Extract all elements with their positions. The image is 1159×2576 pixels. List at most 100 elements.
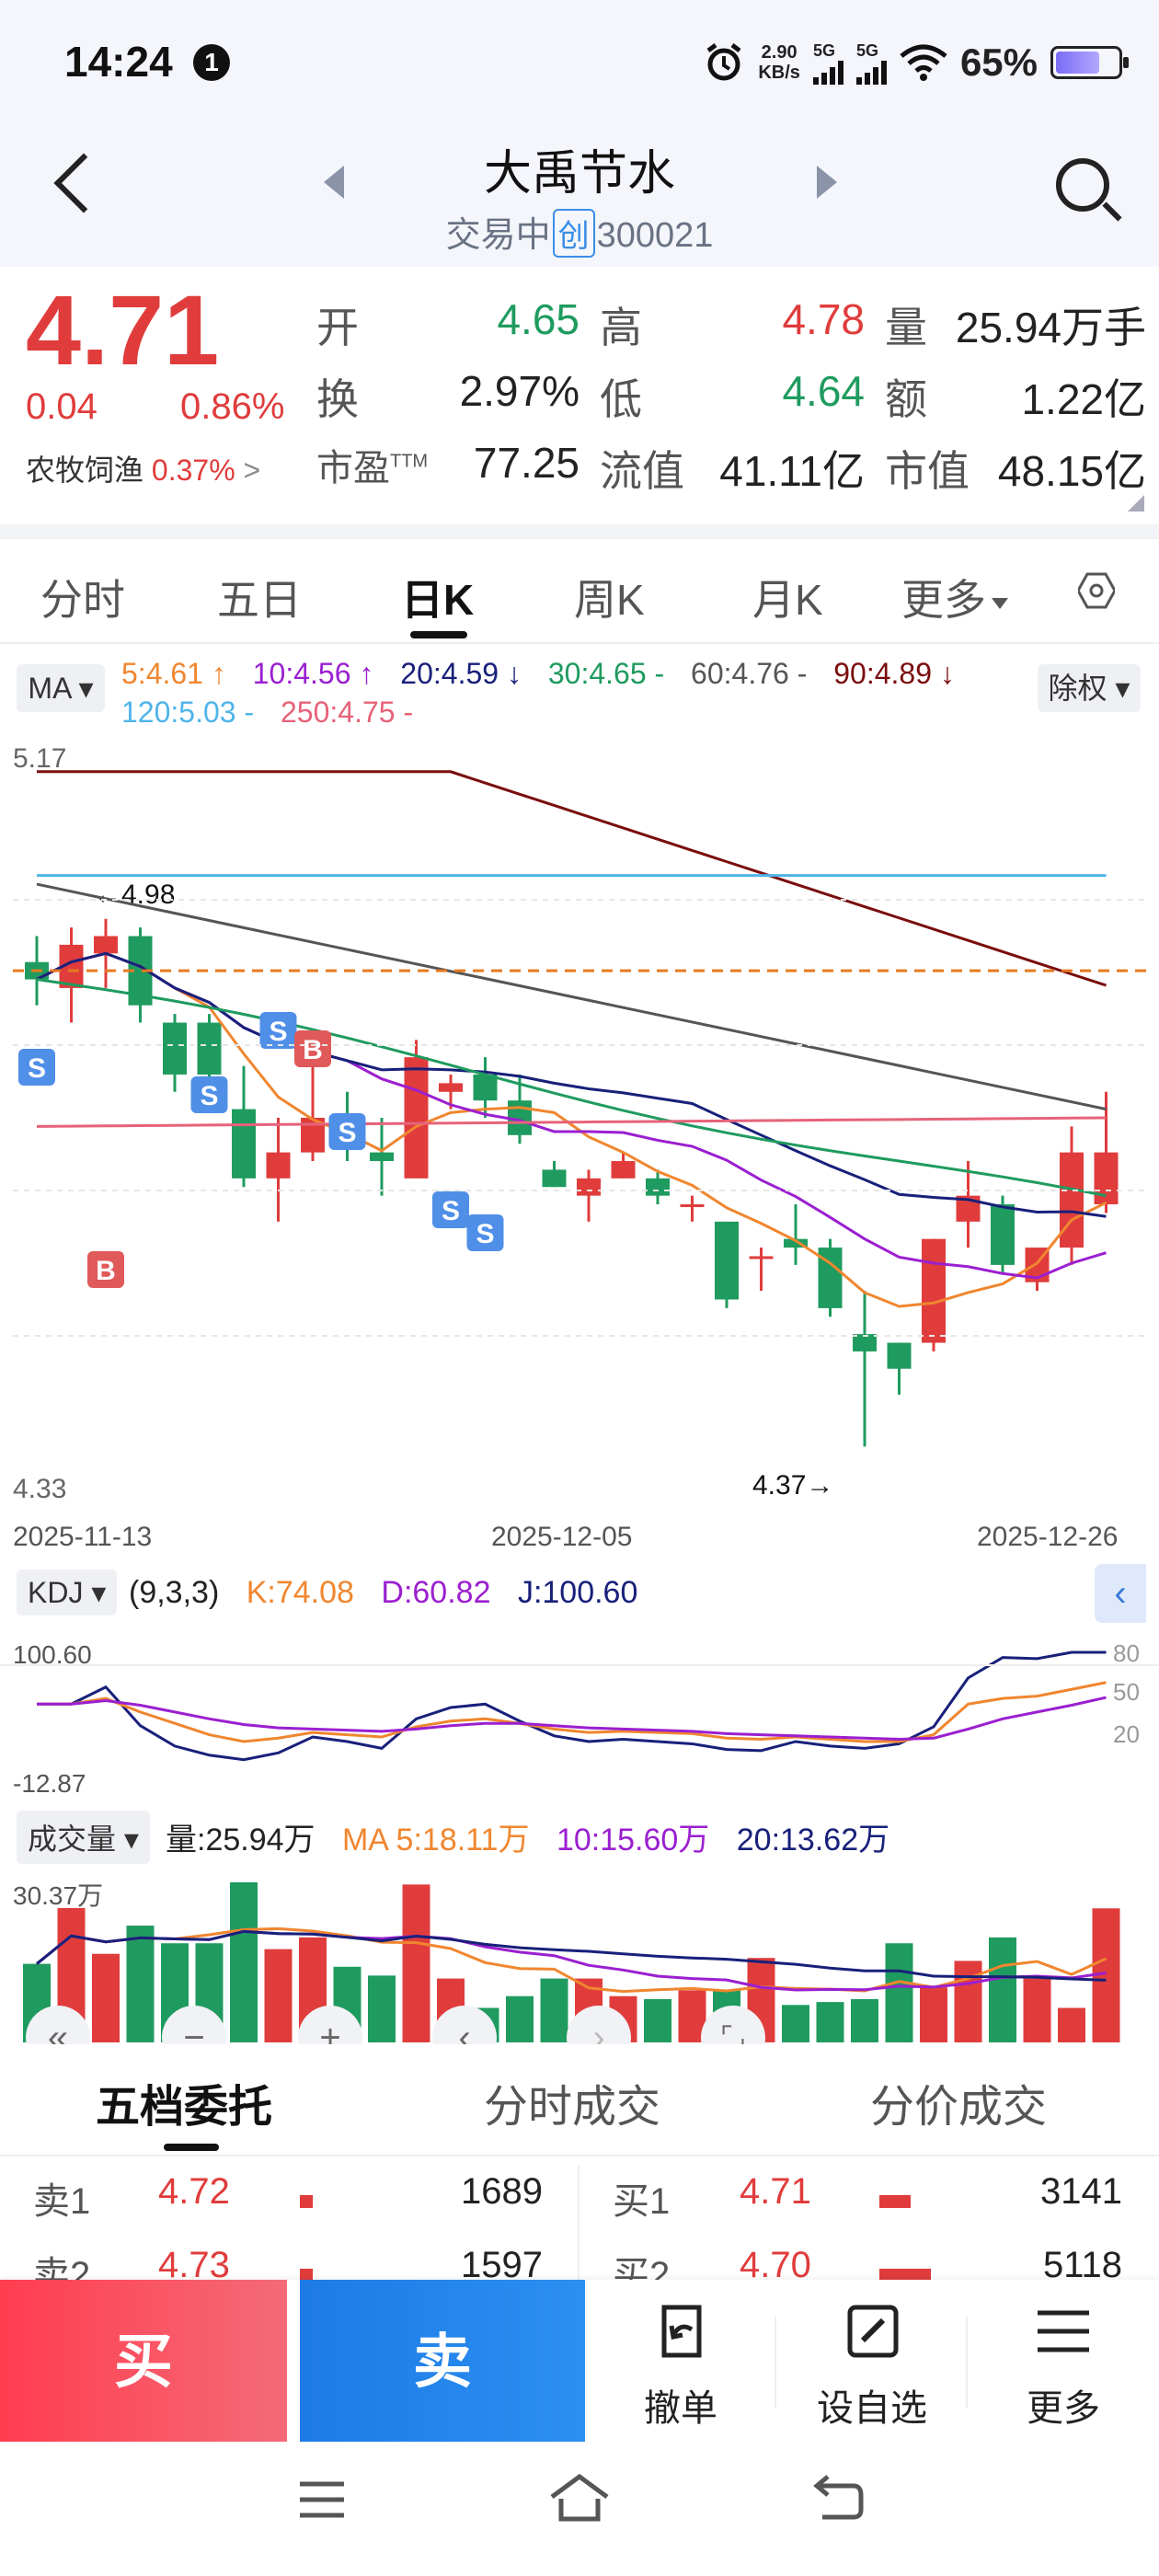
cancel-order-button[interactable]: 撤单 [589, 2298, 773, 2436]
more-menu-button[interactable]: 更多 [971, 2298, 1155, 2436]
volume-selector[interactable]: 成交量 ▾ [17, 1811, 150, 1864]
volume-bar [540, 1978, 568, 2042]
buy-signal [87, 1251, 124, 1288]
recent-apps-icon[interactable] [296, 2478, 348, 2521]
tab-intraday[interactable]: 分时 [40, 576, 125, 624]
amount-label: 额 [885, 375, 927, 423]
ma-legend-row1: 5:4.61 ↑ 10:4.56 ↑ 20:4.59 ↓ 30:4.65 - 6… [121, 657, 973, 691]
candle-body [1094, 1152, 1119, 1205]
last-price: 4.71 [26, 274, 220, 385]
sell-signal-text: S [28, 1053, 46, 1084]
ma10-value: 10:4.56 ↑ [252, 657, 374, 690]
ma5-value: 5:4.61 ↑ [121, 657, 226, 690]
edit-icon [847, 2305, 899, 2358]
ma-selector[interactable]: MA ▾ [17, 664, 105, 712]
volume-bar [506, 1995, 534, 2042]
volume-bar [1058, 2007, 1085, 2042]
sell-signal-text: S [338, 1118, 356, 1148]
sector-link[interactable]: 农牧饲渔 0.37% > [26, 454, 261, 487]
high-label: 高 [600, 304, 642, 351]
settings-hex-icon[interactable] [1078, 572, 1115, 609]
vol-ma5: MA 5:18.11万 [341, 1823, 530, 1857]
quote-panel: 4.71 0.04 0.86% 农牧饲渔 0.37% > 开 4.65 高 4.… [0, 267, 1159, 524]
tab-underline [410, 631, 467, 638]
prev-stock-icon[interactable] [324, 166, 344, 199]
notification-badge: 1 [193, 44, 230, 81]
ma250-value: 250:4.75 - [281, 696, 414, 729]
kdj-ref-20: 20 [1113, 1720, 1140, 1748]
candle-body [577, 1178, 601, 1196]
low-value: 4.64 [782, 367, 865, 415]
order-tabs: 五档委托 分时成交 分价成交 [0, 2044, 1159, 2156]
volume-bar [816, 2002, 844, 2042]
volume-legend: 量:25.94万 MA 5:18.11万 10:15.60万 20:13.62万 [166, 1814, 908, 1859]
status-icons: 2.90 KB/s 5G 5G 65% [703, 35, 1129, 90]
volume-bar [92, 1953, 120, 2042]
candle-body [1060, 1152, 1084, 1248]
candle-body [163, 1022, 187, 1075]
kdj-d-line [37, 1696, 1107, 1742]
order-tab-underline [164, 2144, 219, 2151]
add-watchlist-button[interactable]: 设自选 [780, 2298, 964, 2436]
price-change-pct: 0.86% [180, 386, 285, 427]
sell-button[interactable]: 卖 [300, 2280, 585, 2442]
next-stock-icon[interactable] [817, 166, 837, 199]
tab-five-day[interactable]: 五日 [217, 576, 302, 624]
sell-signal-text: S [269, 1017, 287, 1047]
ma30-value: 30:4.65 - [547, 657, 665, 690]
volume-bar [644, 1998, 671, 2042]
vol-value: 25.94万手 [955, 304, 1146, 351]
sell-signal [328, 1113, 366, 1150]
chart-area: MA ▾ 5:4.61 ↑ 10:4.56 ↑ 20:4.59 ↓ 30:4.6… [0, 644, 1159, 2070]
candle-body [991, 1204, 1015, 1265]
kline-chart[interactable]: 5.17 4.33 2025-11-13 2025-12-05 2025-12-… [0, 644, 1159, 2042]
buy-signal [294, 1030, 331, 1067]
tab-monthly-k[interactable]: 月K [752, 576, 823, 624]
order-row: 卖1 4.72 1689 买1 4.71 3141 [33, 2171, 1122, 2222]
collapse-panel-icon[interactable]: ‹ [1095, 1564, 1146, 1623]
ma120-value: 120:5.03 - [121, 696, 255, 729]
tab-daily-k[interactable]: 日K [401, 576, 475, 624]
undo-doc-icon [661, 2305, 702, 2358]
order-book: 卖1 4.72 1689 买1 4.71 3141 卖2 4.73 1597 买… [0, 2156, 1159, 2285]
candle-body [542, 1169, 567, 1188]
tab-tick-trades[interactable]: 分时成交 [484, 2083, 661, 2132]
date-end: 2025-12-26 [977, 1522, 1118, 1552]
tab-price-trades[interactable]: 分价成交 [870, 2083, 1048, 2132]
buy-button[interactable]: 买 [0, 2280, 287, 2442]
vol-ma20: 20:13.62万 [736, 1823, 890, 1857]
tab-order-book[interactable]: 五档委托 [96, 2083, 273, 2132]
kdj-d-value: D:60.82 [381, 1575, 491, 1610]
status-time: 14:24 [64, 38, 173, 86]
back-nav-icon[interactable] [809, 2473, 865, 2523]
expand-corner-icon[interactable] [1128, 495, 1144, 512]
open-label: 开 [316, 304, 359, 351]
ma90-value: 90:4.89 ↓ [833, 657, 955, 690]
battery-icon [1050, 46, 1129, 79]
stock-subtitle: 交易中创 300021 [0, 206, 1159, 258]
section-divider [0, 524, 1159, 539]
action-bar: 买 卖 撤单 设自选 更多 [0, 2280, 1159, 2442]
tab-more[interactable]: 更多 [901, 567, 1008, 627]
alarm-icon [706, 43, 741, 81]
candle-body [94, 936, 118, 954]
vol-axis-top: 30.37万 [13, 1881, 103, 1910]
pe-value: 77.25 [473, 439, 580, 487]
signal-sim2-icon: 5G [855, 41, 887, 85]
min-price-label: 4.37→ [752, 1470, 833, 1501]
date-mid: 2025-12-05 [491, 1522, 632, 1552]
candle-body [473, 1074, 498, 1101]
battery-text: 65% [959, 40, 1038, 84]
turnover-label: 换 [316, 375, 359, 423]
wifi-icon [900, 44, 947, 81]
search-icon[interactable] [1056, 158, 1109, 212]
ma250-line [36, 1116, 1107, 1128]
menu-icon [1038, 2310, 1089, 2352]
adjust-selector[interactable]: 除权 ▾ [1038, 664, 1141, 712]
home-icon[interactable] [548, 2471, 611, 2523]
vol-ma20-line [36, 1929, 1107, 1982]
tab-weekly-k[interactable]: 周K [574, 576, 645, 624]
kdj-j-value: J:100.60 [517, 1575, 638, 1610]
kdj-selector[interactable]: KDJ ▾ [17, 1570, 118, 1616]
candle-body [922, 1238, 946, 1343]
